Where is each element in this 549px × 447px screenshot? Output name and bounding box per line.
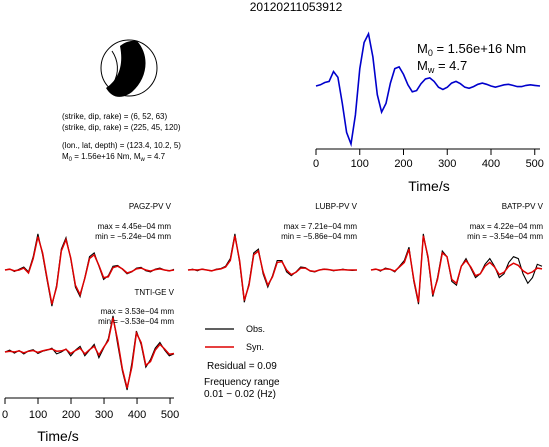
stf-tick-label: 500 — [526, 158, 544, 170]
station-min: min = −5.24e−04 mm — [95, 232, 171, 241]
bottom-tick-label: 0 — [2, 409, 8, 421]
synthetic-waveform — [4, 317, 175, 389]
stf-m0-text: M0 = 1.56e+16 Nm — [417, 41, 526, 58]
synthetic-waveform — [4, 236, 175, 305]
bottom-tick-label: 200 — [62, 409, 80, 421]
legend-obs-label: Obs. — [246, 324, 265, 334]
stf-tick-label: 400 — [482, 158, 500, 170]
station-min: min = −3.53e−04 mm — [98, 317, 174, 326]
stf-mw-text: Mw = 4.7 — [417, 58, 467, 75]
bottom-x-label: Time/s — [37, 428, 78, 444]
moment-m-sub: 0 — [69, 157, 73, 163]
stf-legend-text: M0 = 1.56e+16 Nm Mw = 4.7 — [417, 41, 526, 75]
bottom-tick-label: 100 — [29, 409, 47, 421]
stf-tick-label: 300 — [438, 158, 456, 170]
stf-m0-value: = 1.56e+16 Nm — [433, 41, 526, 56]
observed-waveform — [187, 233, 358, 303]
station-max: max = 7.21e−04 mm — [284, 222, 358, 231]
stf-mw-label: M — [417, 58, 428, 73]
stf-x-ticks: 0 100 200 300 400 500 — [313, 149, 544, 170]
info-line-plane2: (strike, dip, rake) = (225, 45, 120) — [62, 123, 181, 132]
station-min: min = −5.86e−04 mm — [281, 232, 357, 241]
synthetic-waveform — [370, 235, 543, 303]
stf-tick-label: 200 — [394, 158, 412, 170]
stf-x-label: Time/s — [408, 178, 449, 194]
station-max: max = 3.53e−04 mm — [101, 307, 175, 316]
station-name: TNTI-GE V — [134, 288, 174, 297]
stf-series-line — [315, 31, 541, 148]
stf-tick-label: 0 — [313, 158, 319, 170]
moment-tail: = 4.7 — [145, 152, 166, 161]
synthetic-waveform — [187, 235, 357, 301]
station-min: min = −3.54e−04 mm — [467, 232, 543, 241]
info-line-location: (lon., lat, depth) = (123.4, 10.2, 5) — [62, 141, 181, 150]
stf-mw-sub: w — [427, 65, 435, 75]
bottom-tick-label: 300 — [95, 409, 113, 421]
legend: Obs. Syn. Residual = 0.09 Frequency rang… — [204, 324, 280, 400]
frequency-range: 0.01 − 0.02 (Hz) — [204, 389, 276, 400]
stf-panel: M0 = 1.56e+16 Nm Mw = 4.7 0 100 200 300 400 5… — [313, 31, 544, 194]
bottom-x-axis: 0 100 200 300 400 500 Time/s — [2, 397, 179, 444]
observed-waveform — [4, 315, 175, 391]
info-line-moment: M0 = 1.56e+16 Nm, Mw = 4.7 — [62, 152, 166, 163]
legend-syn-label: Syn. — [246, 342, 264, 352]
stf-m0-sub: 0 — [428, 48, 433, 58]
beachball-icon — [100, 39, 158, 97]
station-max: max = 4.22e−04 mm — [470, 222, 544, 231]
moment-value: = 1.56e+16 Nm, M — [72, 152, 141, 161]
moment-m-label: M — [62, 152, 69, 161]
stf-m0-label: M — [417, 41, 428, 56]
frequency-title: Frequency range — [204, 377, 280, 388]
station-name: BATP-PV V — [502, 202, 544, 211]
stf-mw-value: = 4.7 — [434, 58, 467, 73]
chart-title: 20120211053912 — [250, 0, 343, 14]
bottom-tick-label: 400 — [128, 409, 146, 421]
bottom-tick-label: 500 — [161, 409, 179, 421]
stf-tick-label: 100 — [351, 158, 369, 170]
station-max: max = 4.45e−04 mm — [98, 222, 172, 231]
station-name: LUBP-PV V — [315, 202, 357, 211]
focal-info: (strike, dip, rake) = (6, 52, 63) (strik… — [62, 112, 181, 163]
residual-text: Residual = 0.09 — [207, 361, 277, 372]
station-name: PAGZ-PV V — [129, 202, 172, 211]
moment-w-sub: w — [140, 157, 146, 163]
info-line-plane1: (strike, dip, rake) = (6, 52, 63) — [62, 112, 167, 121]
bottom-x-ticks: 0 100 200 300 400 500 — [2, 398, 179, 421]
